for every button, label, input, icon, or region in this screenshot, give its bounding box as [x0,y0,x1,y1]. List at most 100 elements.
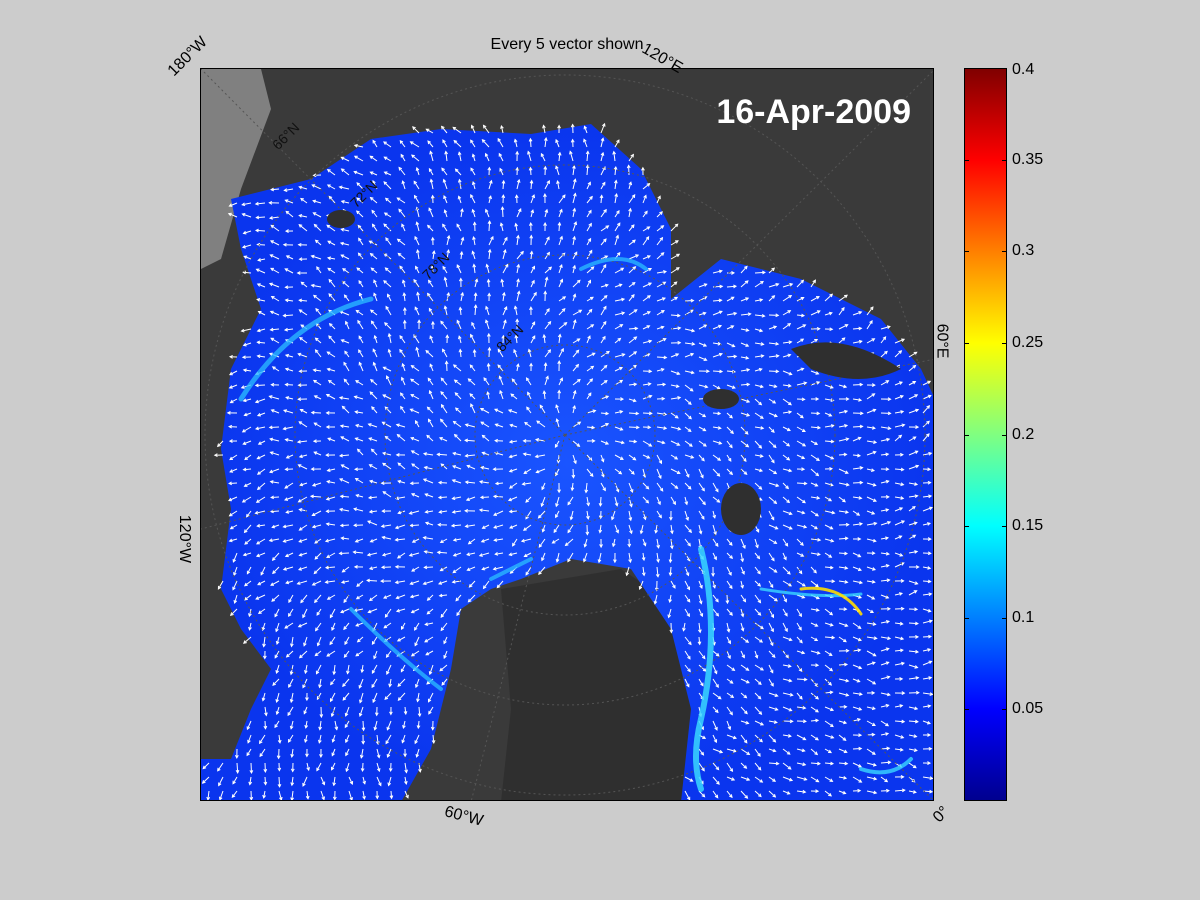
drift-vector-head [786,456,791,461]
drift-vector [558,264,563,274]
drift-vector-head [747,312,752,317]
drift-vector-head [443,305,448,310]
drift-vector-head [871,596,876,600]
drift-vector [656,482,664,492]
drift-vector-head [586,502,591,507]
drift-vector-head [816,495,821,500]
drift-vector [404,762,407,773]
drift-vector-head [729,471,734,476]
drift-vector-head [340,168,345,172]
drift-vector [473,236,476,246]
drift-vector [614,338,621,344]
drift-vector-head [288,684,292,689]
drift-vector [395,524,406,529]
drift-vector-head [786,427,791,432]
drift-vector-head [428,279,432,284]
drift-vector [299,524,308,531]
drift-vector [487,363,490,372]
drift-vector-head [282,242,287,247]
drift-vector-head [248,613,252,618]
drift-vector [768,370,779,372]
drift-vector [740,608,744,617]
drift-vector [684,426,692,432]
drift-vector-head [501,194,506,199]
drift-vector-head [354,467,359,472]
drift-vector [726,692,734,698]
drift-vector [424,566,434,568]
drift-vector-head [256,298,261,302]
drift-vector [838,482,849,486]
drift-vector [342,406,350,414]
drift-vector [451,524,462,527]
drift-vector [810,426,821,429]
drift-vector [429,335,434,344]
drift-vector [541,496,546,507]
drift-vector [782,426,791,431]
drift-vector [810,748,818,755]
drift-vector [726,622,730,632]
drift-vector [285,211,294,218]
drift-vector-head [900,482,905,487]
drift-vector-head [719,369,724,374]
drift-vector-head [451,510,456,514]
drift-vector [316,762,322,771]
drift-vector-head [770,516,775,521]
drift-vector-head [431,740,436,745]
drift-vector-head [339,424,344,429]
drift-vector-head [303,710,307,715]
drift-vector [430,179,434,190]
drift-vector-head [882,336,887,341]
drift-vector-head [588,209,592,214]
drift-vector [398,208,406,218]
drift-vector [371,636,378,645]
drift-vector-head [383,595,388,599]
drift-vector [642,311,651,316]
drift-vector [544,277,548,288]
drift-vector-head [370,320,375,325]
drift-vector-head [760,342,765,346]
drift-vector [726,776,735,781]
drift-vector [472,154,476,162]
drift-vector-head [798,570,803,575]
drift-vector [628,294,635,302]
drift-vector [600,351,610,358]
drift-vector-head [634,326,639,331]
drift-vector [232,552,238,563]
drift-vector [233,566,238,576]
drift-vector-head [324,538,329,543]
drift-vector-head [384,322,388,326]
drift-vector [541,482,546,490]
drift-vector [410,408,420,414]
drift-vector [810,510,819,517]
drift-vector [712,454,721,461]
drift-vector [740,678,750,684]
colorbar-tick-label: 0.4 [1012,61,1035,78]
drift-vector [740,776,750,781]
drift-vector [417,249,420,260]
drift-vector-head [686,598,691,603]
drift-vector [318,734,322,743]
drift-vector-head [409,594,414,599]
drift-vector-head [540,152,545,157]
drift-vector [530,251,533,260]
drift-vector-head [289,725,294,730]
drift-vector-head [546,251,550,256]
drift-vector [229,454,238,461]
drift-vector [402,280,406,288]
drift-vector [232,580,238,590]
drift-vector [444,277,448,288]
drift-vector-head [282,539,287,543]
drift-vector-head [705,369,710,374]
drift-vector-head [499,389,503,394]
drift-vector-head [701,487,705,492]
drift-vector [880,537,889,540]
drift-vector-head [367,609,372,614]
drift-vector-head [669,545,674,550]
drift-vector [670,240,679,246]
drift-vector [586,296,594,302]
drift-vector [656,297,666,302]
drift-vector-head [616,139,620,144]
drift-vector-head [845,693,850,697]
drift-vector [628,552,631,563]
drift-vector-head [578,309,583,314]
